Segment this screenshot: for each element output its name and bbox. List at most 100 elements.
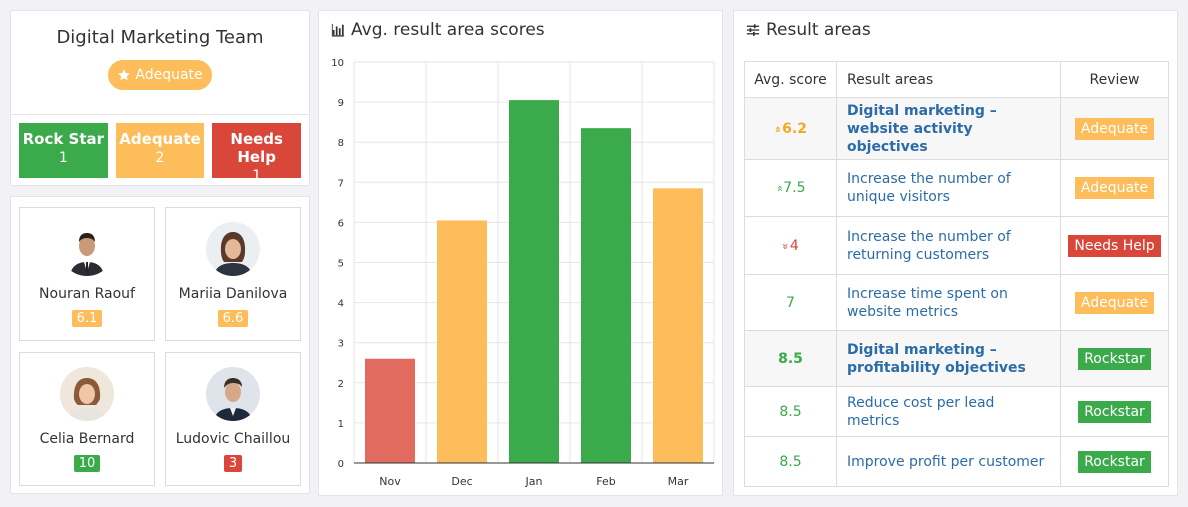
y-tick-label: 1: [338, 419, 344, 430]
col-result-areas[interactable]: Result areas: [836, 61, 1061, 98]
member-name: Nouran Raouf: [39, 286, 135, 302]
review-status-badge[interactable]: Adequate: [1074, 291, 1155, 314]
review-status-badge[interactable]: Adequate: [1074, 117, 1155, 140]
review-status-badge[interactable]: Rockstar: [1078, 400, 1151, 423]
review-cell: Adequate: [1060, 159, 1169, 217]
result-area-link[interactable]: Digital marketing – website activity obj…: [836, 97, 1061, 160]
col-review[interactable]: Review: [1060, 61, 1169, 98]
y-tick-label: 8: [338, 138, 344, 149]
status-counts: Rock Star 1 Adequate 2 Needs Help 1: [11, 115, 309, 184]
chart-title: Avg. result area scores: [331, 20, 545, 40]
x-tick-label: Mar: [668, 475, 689, 488]
result-area-link[interactable]: Increase the number of unique visitors: [836, 159, 1061, 217]
y-tick-label: 2: [338, 379, 344, 390]
result-area-link[interactable]: Improve profit per customer: [836, 436, 1061, 487]
bar-chart-icon: [331, 23, 345, 37]
member-card[interactable]: Nouran Raouf 6.1: [19, 207, 155, 341]
table-header-row: Avg. score Result areas Review: [744, 61, 1169, 98]
table-row[interactable]: 7 Increase time spent on website metrics A…: [744, 274, 1169, 331]
avg-score-cell: 7: [744, 274, 837, 331]
review-cell: Rockstar: [1060, 436, 1169, 487]
bar-mar[interactable]: [653, 188, 703, 463]
result-area-link[interactable]: Digital marketing – profitability object…: [836, 330, 1061, 387]
status-needs-help[interactable]: Needs Help 1: [212, 123, 302, 184]
avatar: [60, 222, 114, 276]
status-count: 1: [252, 168, 262, 184]
avg-score-cell: 8.5: [744, 436, 837, 487]
member-card[interactable]: Celia Bernard 10: [19, 352, 155, 486]
team-title: Digital Marketing Team: [56, 27, 264, 48]
status-count: 1: [58, 150, 68, 166]
avg-score-cell: 8.5: [744, 330, 837, 387]
y-tick-label: 3: [338, 339, 344, 350]
review-cell: Rockstar: [1060, 386, 1169, 437]
team-summary-panel: Digital Marketing Team Adequate Rock Sta…: [10, 10, 310, 186]
avatar: [206, 367, 260, 421]
col-avg-score[interactable]: Avg. score: [744, 61, 837, 98]
x-tick-label: Nov: [379, 475, 401, 488]
review-cell: Rockstar: [1060, 330, 1169, 387]
table-row[interactable]: »6.2 Digital marketing – website activity…: [744, 97, 1169, 160]
member-card[interactable]: Ludovic Chaillou 3: [165, 352, 301, 486]
y-tick-label: 5: [338, 259, 344, 270]
result-areas-panel: Result areas Avg. score Result areas Rev…: [733, 10, 1178, 496]
results-title-text: Result areas: [766, 20, 871, 40]
result-area-link[interactable]: Reduce cost per lead metrics: [836, 386, 1061, 437]
avg-score-value: 8.5: [779, 403, 802, 420]
avg-score-value: 6.2: [782, 120, 807, 137]
avg-score-cell: »7.5: [744, 159, 837, 217]
table-row[interactable]: 8.5 Digital marketing – profitability obj…: [744, 330, 1169, 387]
star-icon: [118, 69, 131, 81]
bar-dec[interactable]: [437, 220, 487, 463]
status-count: 2: [155, 150, 165, 166]
member-card[interactable]: Mariia Danilova 6.6: [165, 207, 301, 341]
review-status-badge[interactable]: Needs Help: [1068, 234, 1161, 257]
x-tick-label: Dec: [451, 475, 472, 488]
review-status-badge[interactable]: Rockstar: [1078, 347, 1151, 370]
member-name: Mariia Danilova: [178, 286, 288, 302]
double-chevron-down-icon: »: [779, 242, 793, 250]
y-tick-label: 0: [338, 459, 344, 470]
y-tick-label: 7: [338, 178, 344, 189]
review-status-badge[interactable]: Adequate: [1074, 177, 1155, 199]
result-area-link[interactable]: Increase the number of returning custome…: [836, 216, 1061, 275]
member-name: Ludovic Chaillou: [175, 431, 291, 447]
bar-jan[interactable]: [509, 100, 559, 463]
review-status-badge[interactable]: Rockstar: [1078, 450, 1151, 473]
team-members-panel: Nouran Raouf 6.1 Mariia Danilova 6.6 Cel…: [10, 196, 310, 494]
member-score: 10: [73, 455, 101, 472]
y-tick-label: 9: [338, 98, 344, 109]
avg-score-cell: »4: [744, 216, 837, 275]
review-cell: Adequate: [1060, 97, 1169, 160]
x-tick-label: Jan: [525, 475, 543, 488]
double-chevron-up-icon: »: [772, 185, 786, 192]
avg-score-value: 8.5: [778, 350, 803, 367]
x-tick-label: Feb: [596, 475, 615, 488]
chart-title-text: Avg. result area scores: [351, 20, 545, 40]
chart-panel: Avg. result area scores 0 1 2 3 4 5 6 7 8 9 10 Nov D…: [318, 10, 723, 496]
avatar: [206, 222, 260, 276]
status-label: Needs Help: [230, 130, 283, 166]
table-row[interactable]: 8.5 Reduce cost per lead metrics Rockstar: [744, 386, 1169, 437]
avg-score-cell: »6.2: [744, 97, 837, 160]
avg-score-value: 4: [789, 237, 799, 254]
bar-feb[interactable]: [581, 128, 631, 463]
avatar: [60, 367, 114, 421]
bar-nov[interactable]: [365, 358, 415, 463]
team-header: Digital Marketing Team Adequate: [11, 11, 309, 115]
table-row[interactable]: »4 Increase the number of returning custo…: [744, 216, 1169, 275]
member-name: Celia Bernard: [39, 431, 135, 447]
table-row[interactable]: »7.5 Increase the number of unique visito…: [744, 159, 1169, 217]
result-areas-table: Avg. score Result areas Review »6.2 Digit…: [744, 61, 1169, 487]
status-adequate[interactable]: Adequate 2: [115, 123, 205, 178]
y-tick-label: 6: [338, 218, 344, 229]
status-rockstar[interactable]: Rock Star 1: [19, 123, 108, 178]
result-area-link[interactable]: Increase time spent on website metrics: [836, 274, 1061, 331]
status-label: Rock Star: [22, 130, 105, 148]
team-status-badge[interactable]: Adequate: [108, 60, 212, 90]
status-label: Adequate: [119, 130, 201, 148]
table-row[interactable]: 8.5 Improve profit per customer Rockstar: [744, 436, 1169, 487]
member-score: 6.6: [217, 310, 249, 327]
review-cell: Adequate: [1060, 274, 1169, 331]
member-score: 6.1: [71, 310, 103, 327]
